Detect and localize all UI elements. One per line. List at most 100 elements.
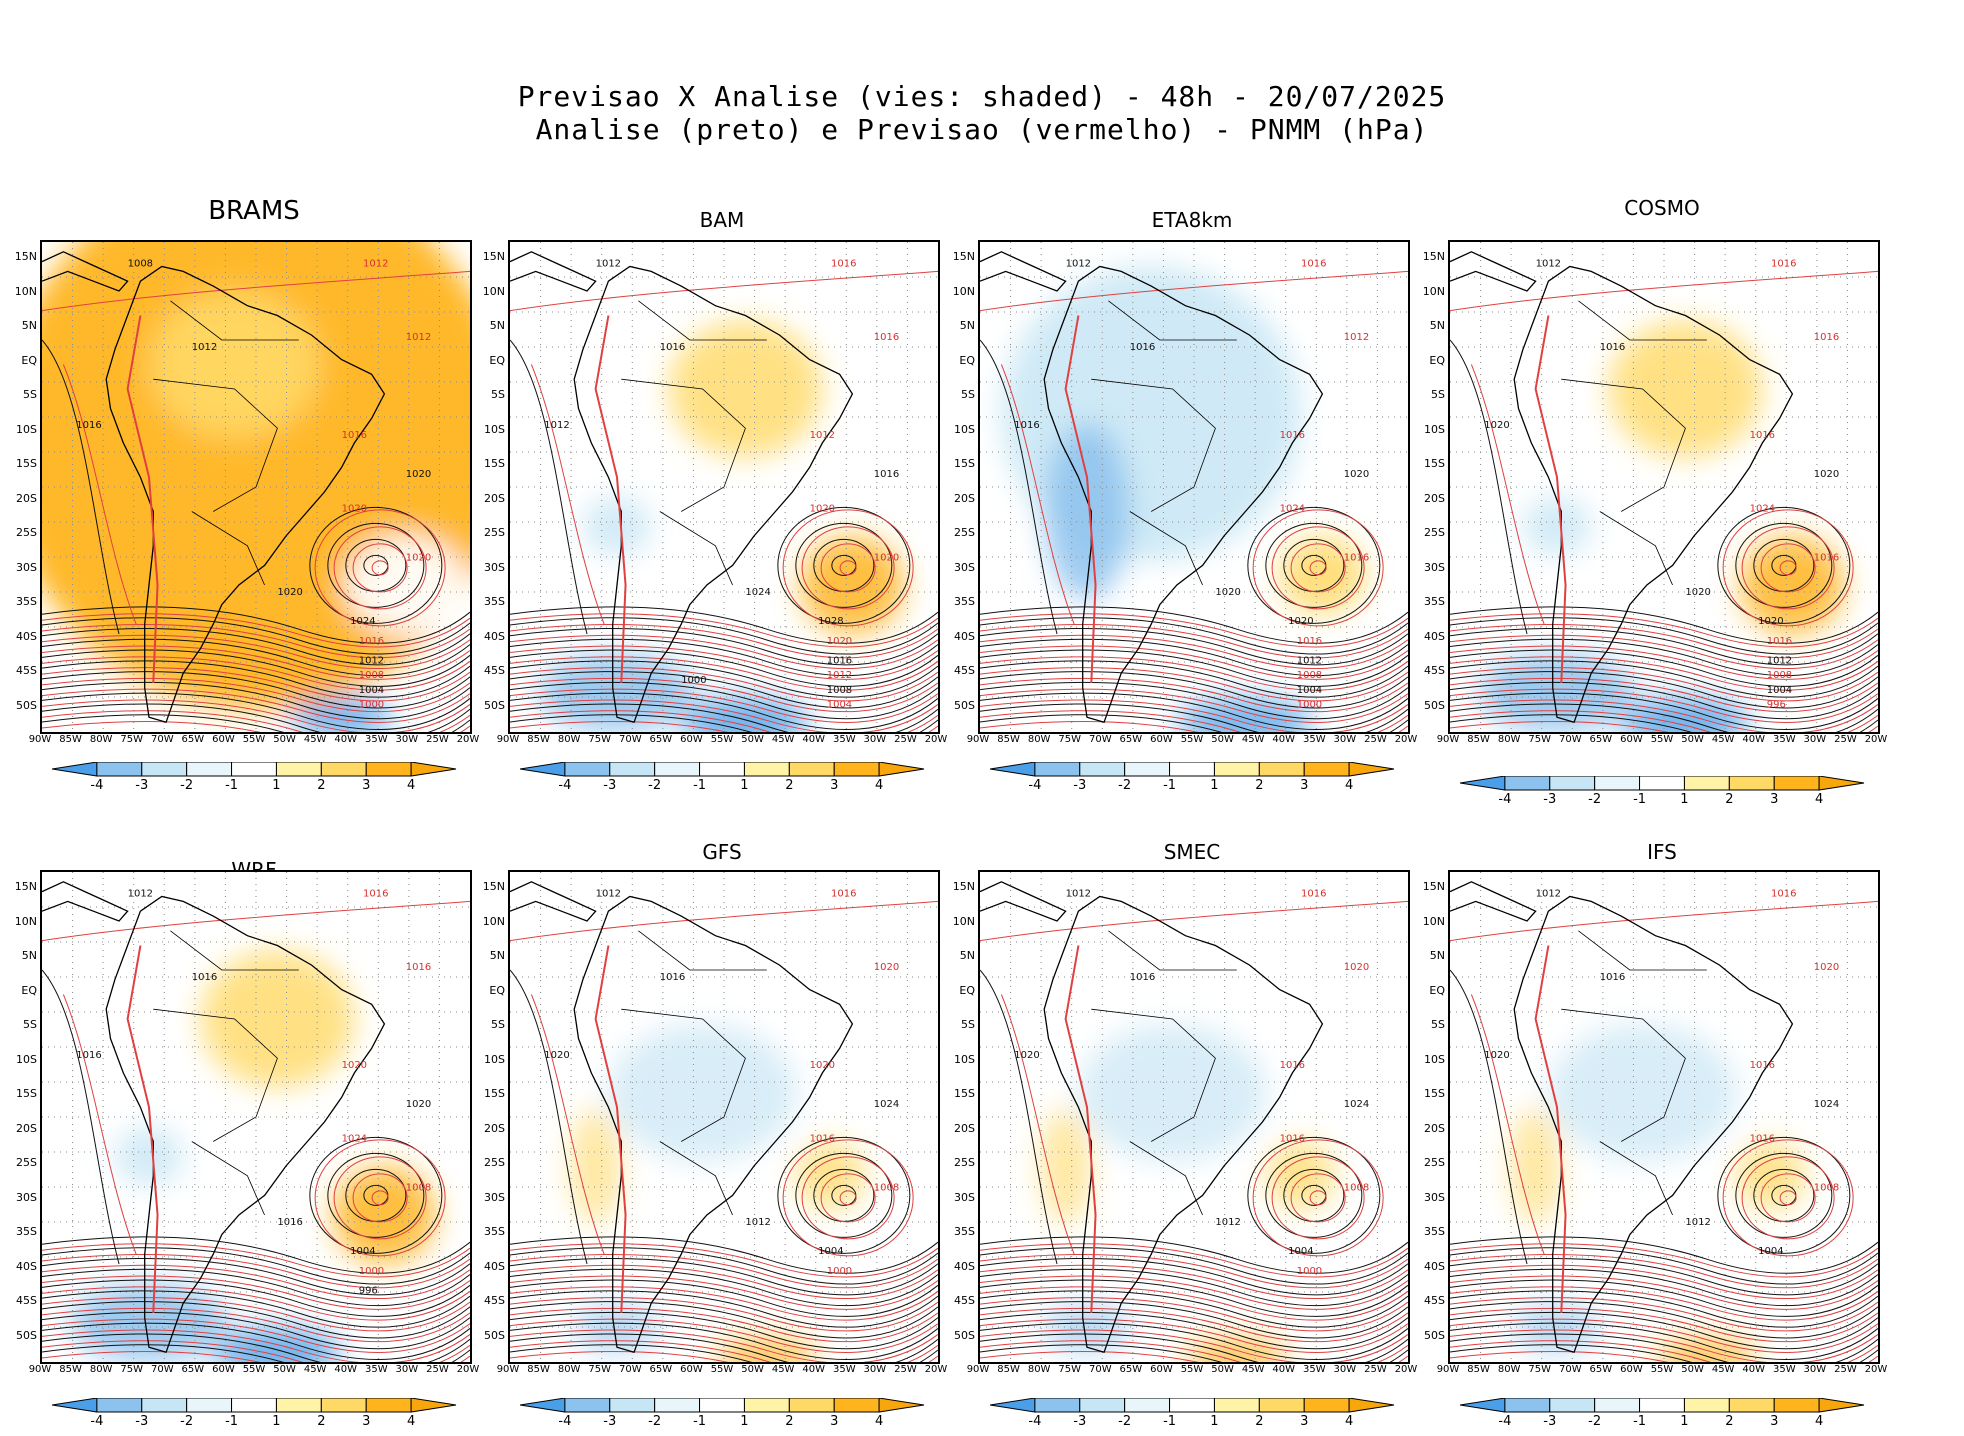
isobar-label: 1004: [1767, 685, 1792, 696]
lon-tick-label: 80W: [89, 1364, 113, 1375]
lat-tick-label: 50S: [484, 1328, 505, 1342]
lon-tick-label: 65W: [181, 734, 205, 745]
colorbar-segment: [1348, 1398, 1395, 1413]
lon-tick-label: 30W: [1333, 734, 1357, 745]
isobar-label: 1012: [596, 259, 621, 270]
lon-tick-label: 85W: [527, 1364, 550, 1375]
lat-tick-label: 10S: [1424, 422, 1445, 436]
isobar-label: 1012: [745, 1217, 770, 1228]
map-canvas: 1012 1016 1016 1020 1020 1020 1024 1016 1012 1008…: [510, 872, 938, 1362]
figure-title-line-1: Previsao X Analise (vies: shaded) - 48h …: [517, 80, 1447, 113]
colorbar-label: 3: [830, 778, 839, 793]
colorbar-label: 2: [785, 778, 794, 793]
lat-tick-label: 5N: [489, 949, 505, 962]
lat-tick-label: 10S: [16, 422, 37, 436]
lat-tick-label: 40S: [1424, 629, 1445, 643]
lon-tick-label: 90W: [496, 734, 520, 745]
lon-tick-label: 75W: [1058, 734, 1082, 745]
lon-tick-label: 85W: [997, 734, 1020, 745]
lon-tick-label: 20W: [1394, 1364, 1418, 1375]
isobar-label: 1020: [406, 553, 431, 564]
lon-tick-label: 60W: [1150, 734, 1173, 745]
colorbar-segment: [1124, 1398, 1171, 1413]
isobar-label: 1016: [810, 1134, 835, 1145]
lat-tick-label: 20S: [1424, 491, 1445, 505]
isobar-label: 1020: [810, 1060, 835, 1071]
colorbar-label: 2: [1725, 792, 1734, 807]
colorbar-label: -4: [1498, 1414, 1512, 1429]
lat-tick-label: EQ: [1429, 983, 1445, 997]
lon-tick-label: 50W: [1681, 1364, 1704, 1375]
isobar-label: 1028: [818, 616, 843, 627]
lon-tick-label: 35W: [364, 1364, 388, 1375]
coastline: [1450, 881, 1794, 1353]
isobar-label: 1020: [406, 469, 431, 480]
lon-tick-label: 20W: [1394, 734, 1418, 745]
isobar-label: 1016: [660, 342, 685, 353]
lon-tick-label: 80W: [557, 734, 581, 745]
lon-tick-label: 55W: [1650, 1364, 1674, 1375]
colorbar-segment: [990, 762, 1036, 777]
isobar-label: 1000: [359, 700, 384, 711]
lon-tick-label: 65W: [1119, 734, 1143, 745]
colorbar-label: 3: [830, 1414, 839, 1429]
panel-title-bam: BAM: [699, 208, 745, 232]
panel-title-ifs: IFS: [1647, 840, 1677, 864]
isobar-label: 1000: [681, 675, 706, 686]
lat-tick-label: 15N: [482, 880, 505, 893]
lat-tick-label: 50S: [954, 698, 975, 712]
lat-tick-label: EQ: [489, 353, 505, 367]
isobar-label: 1008: [1767, 670, 1792, 681]
colorbar-segment: [1348, 762, 1395, 777]
colorbar-segment: [609, 762, 656, 777]
lat-tick-label: 50S: [954, 1328, 975, 1342]
isobar-label: 1016: [277, 1217, 302, 1228]
map-panel-bam: 1012 1016 1016 1016 1012 1012 1016 1020 1024 1020…: [508, 240, 940, 734]
lon-tick-label: 50W: [1211, 1364, 1234, 1375]
lat-tick-label: 45S: [1424, 664, 1445, 677]
lat-tick-label: 25S: [484, 1156, 505, 1169]
lat-tick-label: 25S: [1424, 526, 1445, 539]
colorbar-segment: [1728, 1398, 1775, 1413]
colorbar-label: 3: [1770, 792, 1779, 807]
isobar-label: 1004: [1288, 1246, 1313, 1257]
isobar-label: 1000: [1297, 700, 1322, 711]
isobar-label: 1004: [827, 700, 852, 711]
lat-tick-label: 10S: [954, 422, 975, 436]
colorbar-label: -3: [1073, 1414, 1087, 1429]
isobar-label: 1016: [660, 972, 685, 983]
country-borders: [1091, 300, 1237, 586]
lat-tick-label: 50S: [16, 698, 37, 712]
isobar-label: 1012: [1536, 259, 1561, 270]
isobar-label: 1016: [1130, 972, 1155, 983]
lon-tick-label: 45W: [1241, 1364, 1265, 1375]
colorbar-label: 2: [1255, 778, 1264, 793]
lat-tick-label: 45S: [16, 664, 37, 677]
colorbar-segment: [52, 1398, 98, 1413]
isobar-label: 1024: [1750, 504, 1775, 515]
lon-tick-label: 60W: [1620, 1364, 1643, 1375]
lat-tick-label: 5S: [23, 1018, 37, 1031]
colorbar-segment: [1303, 762, 1350, 777]
colorbar-segment: [1683, 776, 1730, 791]
figure-title-line-2: Analise (preto) e Previsao (vermelho) - …: [535, 113, 1429, 146]
isobar-label: 1020: [1484, 420, 1509, 431]
colorbar-label: 1: [1680, 792, 1689, 807]
isobar-labels: 1008 1012 1012 1012 1016 1016 1020 1020 1020 1020…: [76, 259, 431, 711]
isobar-label: 1012: [810, 430, 835, 441]
colorbar-segment: [1773, 776, 1820, 791]
isobar-label: 996: [359, 1285, 378, 1296]
colorbar-segment: [878, 1398, 925, 1413]
panel-title-eta8km: ETA8km: [1151, 208, 1233, 232]
colorbar-label: -2: [648, 1414, 662, 1429]
lat-tick-label: 15S: [16, 457, 37, 470]
colorbar-segment: [1079, 1398, 1126, 1413]
isobar-labels: 1012 1016 1016 1020 1020 1020 1024 1016 1012 1008…: [544, 889, 899, 1277]
colorbar-label: -3: [603, 1414, 617, 1429]
lon-tick-label: 30W: [1803, 1364, 1827, 1375]
bias-shading: [1509, 1023, 1806, 1362]
colorbar-segment: [1639, 1398, 1685, 1413]
lat-tick-label: 25S: [954, 1156, 975, 1169]
colorbar-label: 1: [740, 1414, 749, 1429]
isobar-label: 1024: [350, 616, 375, 627]
